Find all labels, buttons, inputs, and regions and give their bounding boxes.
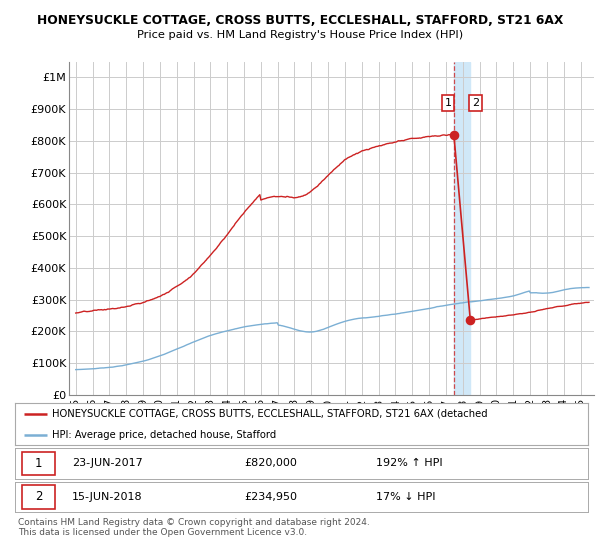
Text: 23-JUN-2017: 23-JUN-2017 — [73, 459, 143, 468]
Bar — [454, 62, 470, 395]
Text: 1: 1 — [35, 457, 42, 470]
Text: HPI: Average price, detached house, Stafford: HPI: Average price, detached house, Staf… — [52, 430, 277, 440]
Bar — [22, 486, 55, 508]
Text: 2: 2 — [472, 98, 479, 108]
Text: 192% ↑ HPI: 192% ↑ HPI — [376, 459, 443, 468]
Text: £820,000: £820,000 — [244, 459, 297, 468]
Text: Contains HM Land Registry data © Crown copyright and database right 2024.
This d: Contains HM Land Registry data © Crown c… — [18, 518, 370, 538]
Text: HONEYSUCKLE COTTAGE, CROSS BUTTS, ECCLESHALL, STAFFORD, ST21 6AX: HONEYSUCKLE COTTAGE, CROSS BUTTS, ECCLES… — [37, 14, 563, 27]
Text: HONEYSUCKLE COTTAGE, CROSS BUTTS, ECCLESHALL, STAFFORD, ST21 6AX (detached: HONEYSUCKLE COTTAGE, CROSS BUTTS, ECCLES… — [52, 409, 488, 419]
Text: 17% ↓ HPI: 17% ↓ HPI — [376, 492, 436, 502]
Text: Price paid vs. HM Land Registry's House Price Index (HPI): Price paid vs. HM Land Registry's House … — [137, 30, 463, 40]
Text: 1: 1 — [445, 98, 451, 108]
Text: 2: 2 — [35, 491, 42, 503]
Point — [449, 130, 458, 139]
Bar — [22, 452, 55, 475]
Point — [466, 316, 475, 325]
Text: £234,950: £234,950 — [244, 492, 297, 502]
Text: 15-JUN-2018: 15-JUN-2018 — [73, 492, 143, 502]
